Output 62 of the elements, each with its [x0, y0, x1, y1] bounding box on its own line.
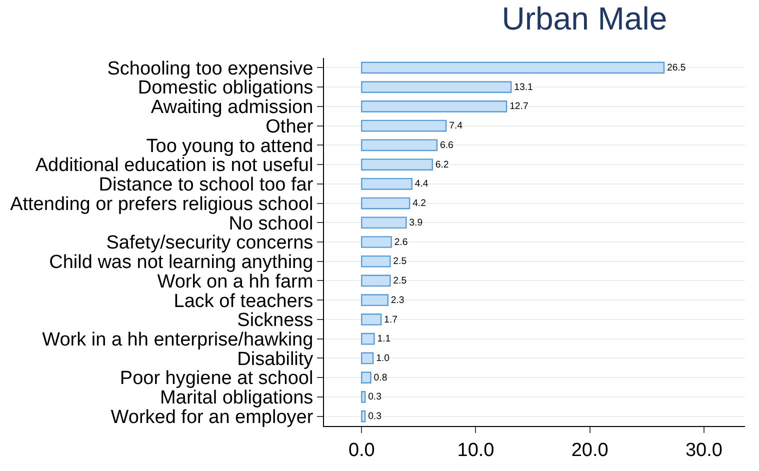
y-tick-label: Poor hygiene at school	[120, 368, 314, 390]
bar	[361, 100, 508, 112]
chart-title: Urban Male	[502, 0, 668, 36]
bar	[361, 294, 388, 306]
data-label: 2.5	[393, 276, 407, 287]
bar	[361, 216, 407, 229]
y-tick-label: Work on a hh farm	[157, 271, 314, 292]
data-label: 3.9	[409, 217, 423, 228]
data-label: 13.1	[514, 82, 533, 93]
data-label: 1.0	[376, 353, 390, 364]
y-tick-label: Lack of teachers	[174, 290, 314, 312]
y-tick-label: Other	[266, 116, 314, 138]
y-tick-label: Domestic obligations	[138, 78, 314, 99]
x-tick-label: 0.0	[348, 440, 375, 461]
bar	[361, 236, 392, 248]
x-tick-label: 20.0	[571, 440, 608, 461]
data-label: 7.4	[449, 120, 464, 132]
data-label: 6.6	[440, 140, 454, 151]
data-label: 0.3	[368, 411, 382, 422]
y-tick-label: Sickness	[237, 310, 314, 332]
x-tick-label: 10.0	[457, 440, 494, 461]
y-tick-label: Marital obligations	[160, 388, 314, 409]
bar	[361, 178, 412, 190]
bar	[361, 391, 366, 403]
y-tick-label: No school	[228, 213, 314, 234]
bar	[361, 372, 372, 384]
bar	[361, 352, 374, 364]
y-tick-label: Attending or prefers religious school	[10, 194, 314, 215]
bar	[361, 274, 391, 287]
data-label: 0.8	[374, 372, 388, 384]
data-label: 4.4	[414, 178, 429, 190]
bar	[361, 255, 391, 268]
data-label: 2.6	[394, 236, 408, 248]
bar	[361, 81, 512, 93]
data-label: 4.2	[412, 198, 426, 210]
data-label: 26.5	[667, 62, 686, 74]
bar	[361, 158, 433, 170]
data-label: 1.1	[377, 334, 391, 345]
y-tick-label: Disability	[237, 348, 314, 370]
y-tick-label: Schooling too expensive	[107, 58, 314, 80]
x-tick-label: 30.0	[685, 440, 722, 461]
y-tick-label: Distance to school too far	[98, 174, 314, 196]
data-label: 12.7	[510, 101, 528, 112]
bar	[361, 314, 382, 326]
data-label: 1.7	[384, 314, 398, 326]
y-tick-label: Too young to attend	[146, 136, 314, 157]
bar	[361, 197, 410, 210]
bar	[361, 410, 366, 422]
data-label: 6.2	[435, 159, 449, 170]
bar	[361, 139, 438, 152]
y-tick-label: Worked for an employer	[110, 406, 314, 428]
data-label: 0.3	[368, 392, 382, 403]
bar	[361, 62, 665, 74]
y-tick-label: Awaiting admission	[150, 97, 314, 118]
y-tick-label: Work in a hh enterprise/hawking	[42, 329, 314, 350]
bar	[361, 120, 447, 132]
y-tick-label: Safety/security concerns	[106, 232, 314, 254]
y-tick-label: Additional education is not useful	[35, 155, 314, 176]
bar	[361, 332, 375, 345]
data-label: 2.5	[393, 256, 407, 268]
y-tick-label: Child was not learning anything	[49, 252, 314, 274]
data-label: 2.3	[390, 294, 404, 306]
